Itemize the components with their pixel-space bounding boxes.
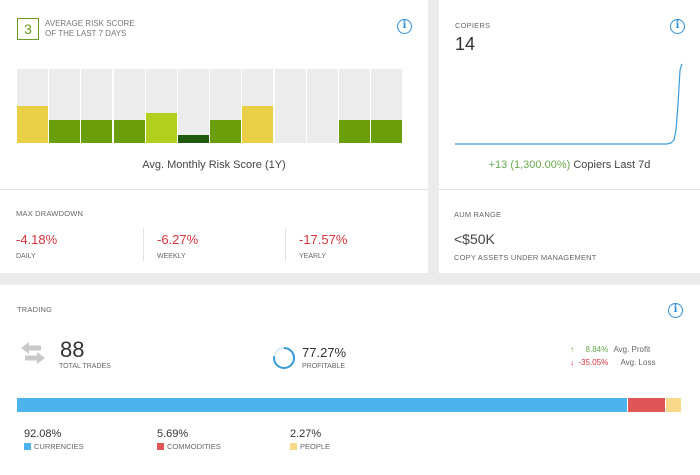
divider: [439, 189, 700, 190]
drawdown-daily-value: -4.18%: [16, 232, 58, 247]
separator: [143, 228, 144, 261]
risk-score-card: 3 AVERAGE RISK SCORE OF THE LAST 7 DAYS …: [0, 0, 428, 273]
allocation-people-label: PEOPLE: [300, 442, 331, 451]
legend-swatch: [290, 442, 297, 450]
avg-profit-label: Avg. Profit: [613, 345, 651, 354]
risk-bar-fill: [178, 134, 209, 143]
arrow-down-icon: ↓: [570, 358, 574, 367]
drawdown-yearly-label: YEARLY: [299, 253, 327, 260]
info-icon[interactable]: i: [397, 19, 412, 34]
risk-bar-month: [371, 69, 403, 143]
allocation-commodities-legend[interactable]: COMMODITIES: [157, 442, 221, 451]
allocation-people-legend[interactable]: PEOPLE: [290, 442, 330, 451]
aum-subtitle: COPY ASSETS UNDER MANAGEMENT: [454, 253, 597, 262]
risk-bar-month: [339, 69, 370, 143]
risk-bar-fill: [17, 106, 48, 143]
info-icon[interactable]: i: [670, 19, 685, 34]
profitable-gauge: [273, 347, 295, 369]
risk-bar-month: [113, 69, 145, 143]
avg-profit-row: ↑ 8.84% Avg. Profit: [570, 345, 650, 354]
trading-title: TRADING: [17, 305, 53, 314]
risk-bar-fill: [210, 120, 242, 143]
drawdown-weekly-value: -6.27%: [157, 232, 199, 247]
aum-title: AUM RANGE: [454, 210, 502, 219]
profitable-label: PROFITABLE: [302, 363, 346, 370]
copiers-delta-label: Copiers Last 7d: [570, 159, 651, 171]
risk-chart-caption: Avg. Monthly Risk Score (1Y): [142, 159, 286, 171]
allocation-currencies-pct: 92.08%: [24, 428, 62, 440]
avg-profit-value: 8.84%: [585, 345, 609, 354]
risk-bar-month: [306, 69, 338, 143]
trading-card: [0, 285, 700, 475]
drawdown-weekly-label: WEEKLY: [157, 253, 186, 260]
risk-bar-month: [210, 69, 242, 143]
risk-bar-fill: [371, 120, 403, 143]
allocation-segment-people[interactable]: [666, 398, 682, 412]
copiers-delta-value: +13 (1,300.00%): [488, 159, 571, 171]
risk-bar-fill: [49, 120, 81, 143]
risk-bar-month: [17, 69, 48, 143]
separator: [285, 228, 286, 261]
total-trades-label: TOTAL TRADES: [59, 363, 111, 370]
allocation-bar: [17, 398, 682, 412]
risk-bar-fill: [145, 113, 177, 143]
legend-swatch: [157, 442, 164, 450]
allocation-currencies-legend[interactable]: CURRENCIES: [24, 442, 84, 451]
risk-bar-fill: [81, 120, 113, 143]
allocation-commodities-pct: 5.69%: [157, 428, 189, 440]
max-drawdown-title: MAX DRAWDOWN: [16, 209, 84, 218]
divider: [0, 189, 428, 190]
allocation-commodities-label: COMMODITIES: [167, 442, 221, 451]
copiers-title: COPIERS: [455, 21, 491, 30]
monthly-risk-bars: [17, 69, 408, 143]
risk-bar-month: [49, 69, 81, 143]
risk-bar-month: [274, 69, 306, 143]
avg-loss-label: Avg. Loss: [620, 358, 656, 367]
copiers-count: 14: [455, 34, 476, 54]
copiers-delta: +13 (1,300.00%) Copiers Last 7d: [439, 159, 700, 171]
info-icon[interactable]: i: [668, 303, 683, 318]
allocation-segment-currencies[interactable]: [17, 398, 628, 412]
allocation-currencies-label: CURRENCIES: [34, 442, 84, 451]
arrow-up-icon: ↑: [570, 345, 574, 354]
aum-value: <$50K: [454, 231, 495, 247]
risk-bar-month: [145, 69, 177, 143]
risk-bar-fill: [339, 120, 370, 143]
copiers-sparkline: [455, 63, 683, 145]
avg-loss-value: -35.05%: [578, 358, 609, 367]
risk-score-badge: 3: [17, 18, 39, 40]
risk-bar-month: [178, 69, 209, 143]
drawdown-daily-label: DAILY: [16, 253, 36, 260]
risk-bar-fill: [113, 120, 145, 143]
copiers-card: COPIERS 14 i +13 (1,300.00%) Copiers Las…: [439, 0, 700, 273]
allocation-people-pct: 2.27%: [290, 428, 322, 440]
allocation-segment-commodities[interactable]: [628, 398, 666, 412]
total-trades-value: 88: [60, 337, 85, 362]
risk-bar-month: [242, 69, 274, 143]
risk-bar-month: [81, 69, 113, 143]
risk-score-title: AVERAGE RISK SCORE OF THE LAST 7 DAYS: [45, 19, 135, 38]
profitable-value: 77.27%: [302, 345, 347, 360]
risk-bar-fill: [242, 106, 274, 143]
drawdown-yearly-value: -17.57%: [299, 232, 348, 247]
swap-arrows-icon: [21, 342, 45, 364]
legend-swatch: [24, 442, 31, 450]
avg-loss-row: ↓ -35.05% Avg. Loss: [570, 358, 655, 367]
